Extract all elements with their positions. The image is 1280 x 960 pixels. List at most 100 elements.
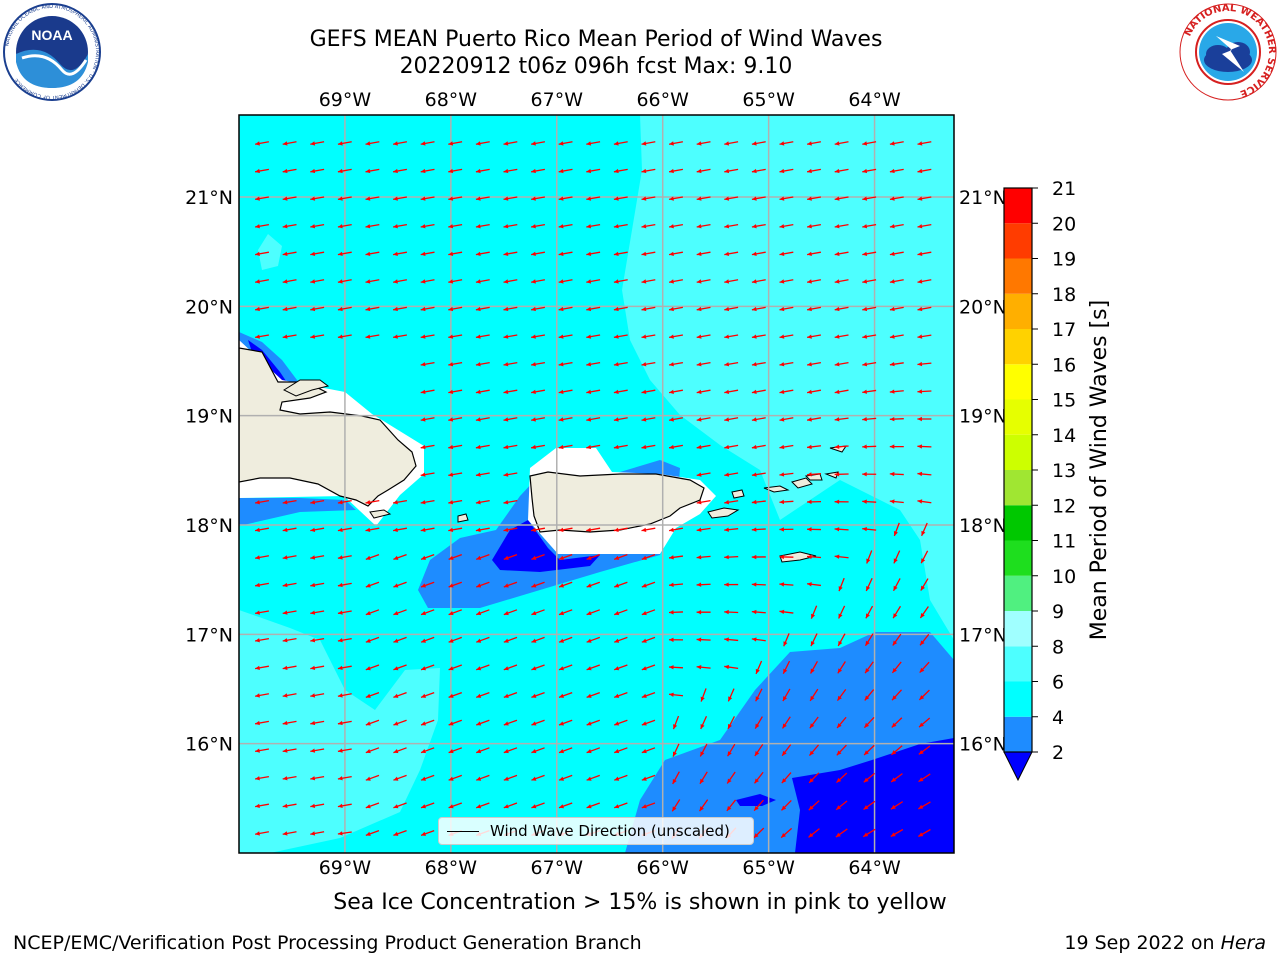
wave-arrow-head-331 xyxy=(893,530,898,536)
wave-arrow-head-123 xyxy=(889,251,895,256)
wave-arrow-head-131 xyxy=(420,279,426,284)
wave-arrow-head-98 xyxy=(889,224,895,229)
wave-arrow-head-159 xyxy=(503,306,509,312)
wave-arrow-head-2 xyxy=(310,141,316,146)
wave-arrow-head-562 xyxy=(365,804,371,809)
wave-arrow-head-403 xyxy=(811,613,816,619)
legend-line-icon xyxy=(447,831,479,832)
wave-period-field-6-8-east xyxy=(622,115,954,640)
wave-arrow-head-253 xyxy=(834,417,840,422)
wave-arrow-head-532 xyxy=(918,749,924,755)
wave-arrow-head-508 xyxy=(255,748,260,753)
wave-arrow-head-537 xyxy=(365,776,371,781)
wave-arrow-head-518 xyxy=(531,749,537,754)
wave-arrow-head-34 xyxy=(503,168,509,174)
wave-arrow-head-304 xyxy=(834,499,840,504)
wave-arrow-head-542 xyxy=(503,776,509,781)
wave-arrow-head-431 xyxy=(892,640,898,646)
wave-arrow-head-177 xyxy=(310,334,316,339)
wave-arrow-head-412 xyxy=(365,638,371,643)
wave-arrow-head-512 xyxy=(365,749,371,754)
wave-arrow-head-558 xyxy=(255,803,260,808)
colorbar-segment-3 xyxy=(1004,611,1032,647)
wave-arrow-head-499 xyxy=(700,723,705,729)
wave-arrow-head-378 xyxy=(807,582,812,587)
wave-arrow-head-404 xyxy=(838,613,843,619)
wave-arrow-head-464 xyxy=(421,693,426,698)
wave-arrow-head-392 xyxy=(503,611,509,616)
wave-arrow-head-184 xyxy=(503,334,509,339)
wave-arrow-head-180 xyxy=(393,334,398,339)
wave-arrow-head-7 xyxy=(448,141,454,146)
wave-arrow-head-437 xyxy=(365,666,371,671)
map-gridlines xyxy=(239,115,954,853)
wave-arrow-head-247 xyxy=(669,417,674,422)
wave-arrow-head-272 xyxy=(834,444,840,449)
wave-arrow-head-548 xyxy=(672,778,677,784)
wave-arrow-head-559 xyxy=(282,803,288,808)
wave-arrow-head-45 xyxy=(807,168,812,174)
wave-arrow-head-268 xyxy=(724,444,730,450)
wave-arrow-head-496 xyxy=(614,721,620,726)
wave-arrow-head-145 xyxy=(807,279,812,284)
wave-arrow-head-432 xyxy=(920,640,925,646)
wave-arrow-head-31 xyxy=(420,168,426,174)
run-date-text: 19 Sep 2022 on xyxy=(1064,932,1215,954)
wave-arrow-head-44 xyxy=(779,168,785,174)
wave-arrow-head-200 xyxy=(420,362,426,367)
wave-arrow-head-397 xyxy=(641,611,647,616)
wave-arrow-head-70 xyxy=(807,196,812,201)
wave-arrow-head-576 xyxy=(754,805,759,811)
wave-arrow-head-124 xyxy=(917,251,923,256)
wave-arrow-head-372 xyxy=(641,583,647,588)
lon-tick-bottom-0: 69°W xyxy=(319,857,372,879)
wave-arrow-head-86 xyxy=(558,224,564,229)
branch-credit: NCEP/EMC/Verification Post Processing Pr… xyxy=(13,932,642,954)
wave-arrow-head-339 xyxy=(421,555,426,560)
wind-wave-direction-arrows xyxy=(254,141,932,840)
wave-arrow-head-370 xyxy=(586,583,592,588)
wave-arrow-head-154 xyxy=(365,306,371,312)
wave-arrow-head-422 xyxy=(641,638,647,643)
colorbar-tick-label-3: 8 xyxy=(1052,636,1064,658)
wave-arrow-head-186 xyxy=(558,334,564,339)
wave-arrow-head-356 xyxy=(893,558,898,564)
wave-arrow-head-212 xyxy=(751,362,757,367)
wave-arrow-head-363 xyxy=(393,583,399,588)
wave-arrow-head-439 xyxy=(421,666,426,671)
wave-arrow-head-259 xyxy=(475,444,481,450)
wave-arrow-head-343 xyxy=(531,555,537,560)
wave-arrow-head-420 xyxy=(586,638,592,643)
wave-arrow-head-301 xyxy=(751,499,757,505)
wave-arrow-head-232 xyxy=(779,389,785,394)
wave-arrow-head-424 xyxy=(696,637,702,642)
wave-arrow-head-23 xyxy=(889,141,895,146)
wave-arrow-head-134 xyxy=(503,279,509,284)
wave-arrow-head-221 xyxy=(475,389,481,394)
wave-arrow-head-361 xyxy=(337,582,343,588)
wave-arrow-head-560 xyxy=(310,803,316,808)
wave-arrow-head-115 xyxy=(669,251,674,256)
wave-arrow-head-234 xyxy=(834,389,840,394)
wave-arrow-head-549 xyxy=(699,778,705,784)
wave-arrow-head-165 xyxy=(669,306,674,312)
wave-arrow-head-461 xyxy=(337,693,343,698)
wave-arrow-head-348 xyxy=(669,555,674,560)
wave-arrow-head-91 xyxy=(696,224,702,229)
wave-arrow-head-54 xyxy=(365,196,371,201)
wave-arrow-head-561 xyxy=(337,803,343,808)
wave-arrow-head-369 xyxy=(559,583,564,588)
wave-arrow-head-552 xyxy=(781,778,787,784)
wave-arrow-head-6 xyxy=(420,141,426,146)
wave-arrow-head-102 xyxy=(310,251,316,256)
wave-arrow-head-22 xyxy=(862,141,868,146)
wave-arrow-head-453 xyxy=(810,668,815,674)
wave-arrow-head-405 xyxy=(865,613,870,619)
wave-arrow-head-51 xyxy=(282,196,288,201)
wave-arrow-head-191 xyxy=(696,334,702,339)
wave-arrow-head-471 xyxy=(614,693,620,698)
wave-arrow-head-584 xyxy=(282,831,288,836)
wave-arrow-head-171 xyxy=(834,306,840,312)
wave-arrow-head-430 xyxy=(865,640,870,646)
wave-arrow-head-230 xyxy=(724,389,730,394)
